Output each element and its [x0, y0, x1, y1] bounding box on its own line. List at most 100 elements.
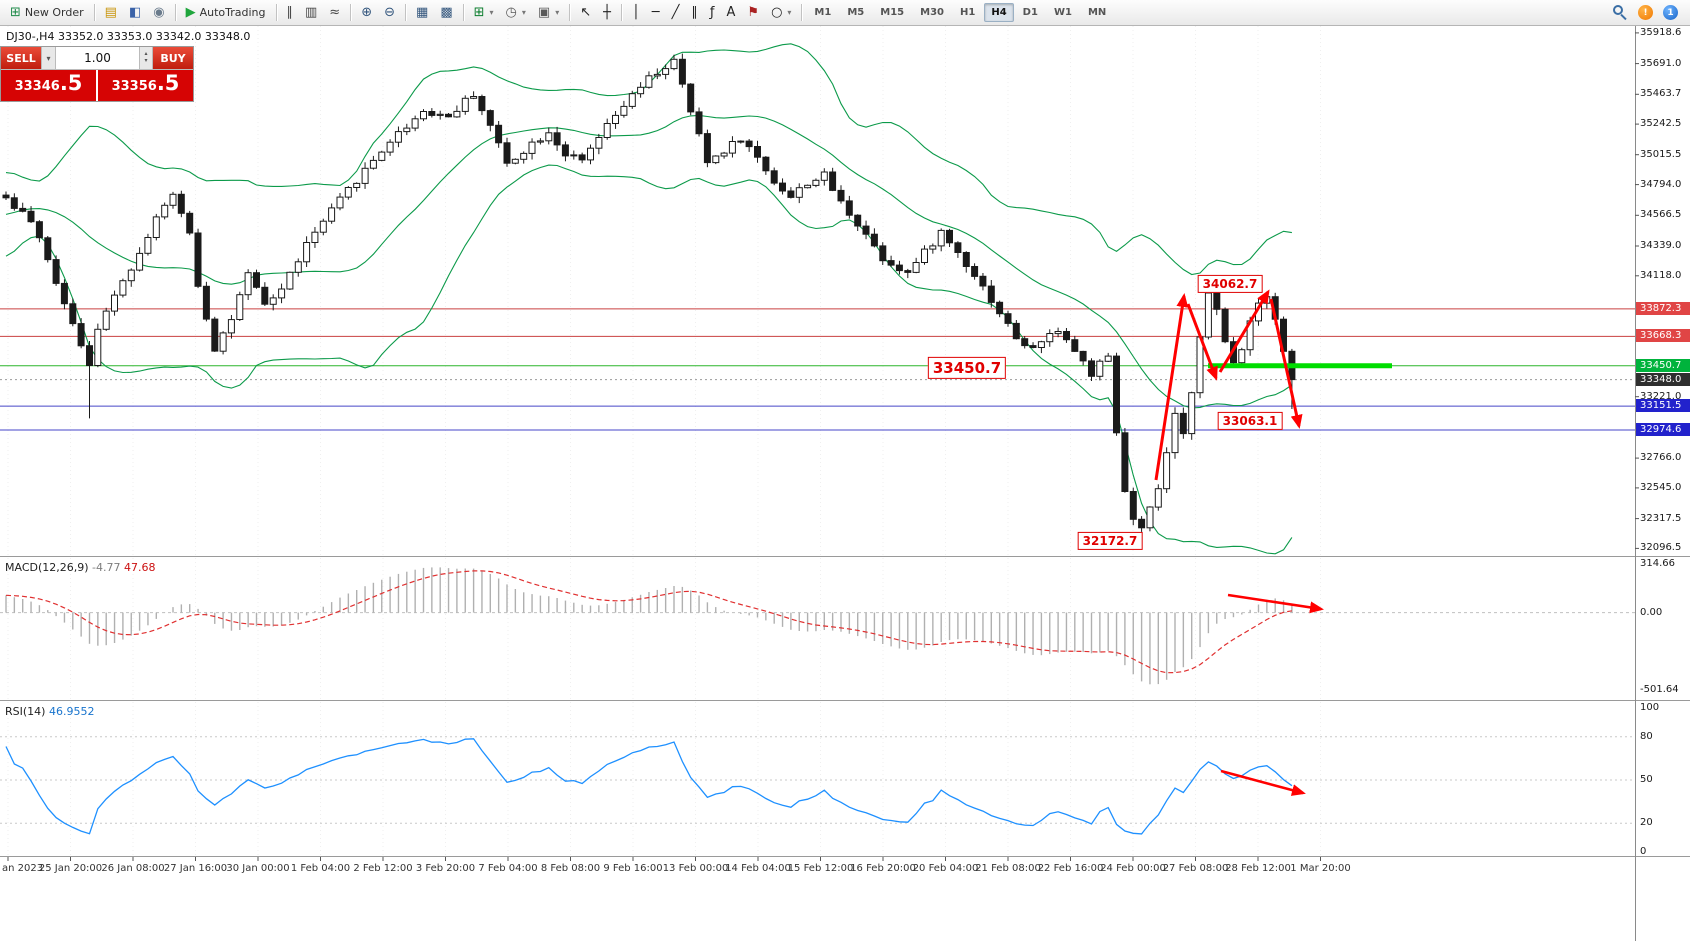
horizontal-line-button[interactable]: ─	[646, 2, 666, 23]
rsi-name: RSI(14)	[5, 705, 46, 718]
price-axis-label: 35242.5	[1640, 118, 1682, 130]
zoom-out-button[interactable]: ⊖	[378, 2, 401, 23]
auto-arrange-button[interactable]: ▩	[434, 2, 458, 23]
timeframe-h4[interactable]: H4	[984, 3, 1014, 22]
time-axis[interactable]: an 2023 25 Jan 20:00 26 Jan 08:00 27 Jan 16…	[0, 858, 1636, 941]
label-button[interactable]: ⚑	[741, 2, 765, 23]
rsi-axis-label: 100	[1640, 702, 1660, 713]
macd-signal-value: 47.68	[124, 561, 156, 574]
zoom-in-button[interactable]: ⊕	[355, 2, 378, 23]
search-icon[interactable]	[1613, 5, 1628, 21]
price-axis-label: 33221.0	[1640, 390, 1682, 402]
toolbar-group: ▤ ◧ ◉	[99, 0, 171, 25]
account-icon[interactable]: 1	[1663, 5, 1678, 20]
toolbar-group: ⊞ ▾ ◷ ▾ ▣ ▾	[468, 0, 566, 25]
new-order-button[interactable]: ⊞ New Order	[4, 2, 90, 23]
time-axis-label: 21 Feb 08:00	[975, 863, 1041, 874]
macd-axis-label: 0.00	[1640, 606, 1663, 618]
vertical-line-icon: │	[631, 5, 640, 20]
price-axis-label: 34794.0	[1640, 178, 1682, 190]
autotrading-button-label: AutoTrading	[199, 6, 266, 19]
timeframe-m1[interactable]: M1	[814, 7, 832, 18]
macd-axis-label: -501.64	[1640, 684, 1679, 696]
time-axis-label: 14 Feb 04:00	[725, 863, 791, 874]
line-chart-mode-icon-icon: ≈	[329, 5, 341, 20]
vertical-line-button[interactable]: │	[626, 2, 646, 23]
chart-template-button[interactable]: ▣ ▾	[532, 2, 565, 23]
print-icon[interactable]: ◧	[123, 2, 147, 23]
profiles-button[interactable]: ◷ ▾	[500, 2, 532, 23]
time-axis-label: 25 Jan 20:00	[38, 863, 103, 874]
timeframe-mn[interactable]: MN	[1087, 7, 1107, 18]
chart-window-icon[interactable]: ▤	[99, 2, 123, 23]
new-chart-button[interactable]: ⊞ ▾	[468, 2, 500, 23]
price-axis-label: 32096.5	[1640, 542, 1682, 554]
time-axis-label: 27 Jan 16:00	[163, 863, 228, 874]
timeframe-m15[interactable]: M15	[880, 7, 905, 18]
time-axis-label: 13 Feb 00:00	[662, 863, 729, 874]
crosshair-icon: ┼	[603, 5, 611, 20]
text-button[interactable]: A	[721, 2, 742, 23]
community-icon[interactable]: !	[1638, 5, 1653, 20]
buy-price[interactable]: 33356 .5	[98, 70, 193, 101]
toolbar-separator	[462, 4, 464, 21]
line-chart-mode-icon[interactable]: ≈	[323, 2, 346, 23]
shapes-button[interactable]: ○ ▾	[765, 2, 797, 23]
timeframe-h1[interactable]: H1	[960, 7, 976, 18]
price-divider	[96, 70, 98, 101]
timeframe-m5[interactable]: M5	[847, 7, 865, 18]
rsi-axis-label: 20	[1640, 817, 1653, 829]
rsi-value: 46.9552	[48, 705, 95, 718]
chart-ohlc-info: DJ30-,H4 33352.0 33353.0 33342.0 33348.0	[6, 30, 251, 43]
chevron-down-icon: ▾	[46, 53, 51, 63]
panel-separators	[0, 26, 1690, 941]
tile-windows-button[interactable]: ▦	[410, 2, 434, 23]
timeframe-w1[interactable]: W1	[1053, 7, 1072, 18]
new-order-icon: ⊞	[10, 5, 21, 20]
time-axis-label: 16 Feb 20:00	[850, 863, 916, 874]
help-icon[interactable]: ◉	[147, 2, 170, 23]
price-axis-label: 35463.7	[1640, 88, 1682, 100]
toolbar-group: ∥ ▥ ≈	[281, 0, 347, 25]
rsi-axis-label: 50	[1640, 774, 1653, 785]
price-tag-33872.3: 33872.3	[1636, 301, 1690, 315]
price-axis-label: 34339.0	[1640, 239, 1682, 251]
text-icon: A	[726, 5, 736, 20]
sell-button[interactable]: SELL	[1, 47, 41, 69]
bar-chart-mode-icon[interactable]: ∥	[281, 2, 300, 23]
macd-value: -4.77	[92, 561, 121, 574]
time-axis-label: an 2023	[2, 863, 44, 874]
buy-button[interactable]: BUY	[153, 47, 193, 69]
crosshair-button[interactable]: ┼	[597, 2, 617, 23]
channel-button[interactable]: ∥	[685, 2, 704, 23]
order-type-dropdown[interactable]: ▾	[41, 47, 56, 69]
price-tag-33668.3: 33668.3	[1636, 329, 1690, 343]
price-axis[interactable]: 35918.6 35691.0 35463.7 35242.5 35015.5 34794…	[1636, 0, 1690, 941]
fibonacci-button[interactable]: ƒ	[704, 2, 721, 23]
trendline-icon: ╱	[671, 5, 680, 20]
cursor-button[interactable]: ↖	[574, 2, 597, 23]
timeframe-m30[interactable]: M30	[920, 7, 945, 18]
volume-input[interactable]	[56, 47, 139, 69]
toolbar-group: ⊕ ⊖	[355, 0, 401, 25]
toolbar-separator	[350, 4, 352, 21]
autotrading-button[interactable]: ▶ AutoTrading	[180, 2, 272, 23]
macd-name: MACD(12,26,9)	[5, 561, 89, 574]
macd-signal-line	[5, 570, 1293, 674]
trendline-button[interactable]: ╱	[666, 2, 686, 23]
price-axis-label: 35918.6	[1640, 26, 1682, 38]
time-axis-label: 7 Feb 04:00	[478, 863, 538, 874]
sell-price[interactable]: 33346 .5	[1, 70, 96, 101]
time-axis-label: 24 Feb 00:00	[1100, 863, 1166, 874]
trend-arrows	[1154, 289, 1324, 796]
chevron-down-icon: ▾	[521, 8, 526, 17]
timeframe-d1[interactable]: D1	[1022, 7, 1038, 18]
toolbar-separator	[93, 4, 95, 21]
price-axis-label: 32766.0	[1640, 452, 1682, 464]
rsi-axis-label: 80	[1640, 730, 1653, 742]
candlestick-mode-icon[interactable]: ▥	[299, 2, 323, 23]
chart-window-icon-icon: ▤	[104, 5, 117, 20]
toolbar-separator	[405, 4, 407, 21]
volume-stepper[interactable]: ▴ ▾	[139, 47, 153, 69]
